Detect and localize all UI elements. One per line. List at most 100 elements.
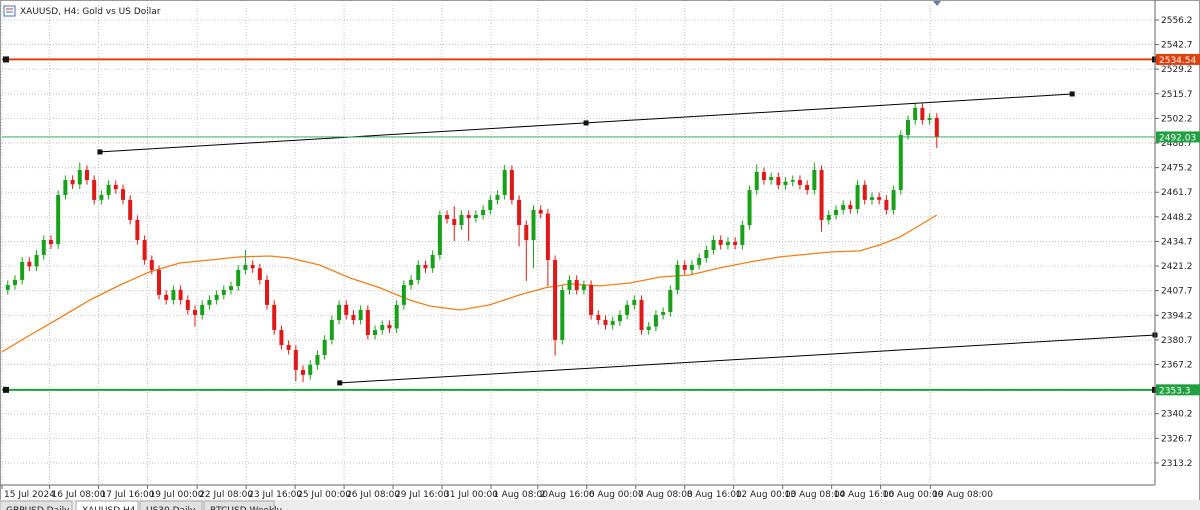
- chart-tab-label[interactable]: GBPUSD,Daily: [6, 506, 70, 510]
- candle-body: [272, 304, 277, 331]
- x-tick-label: 31 Jul 00:00: [444, 490, 498, 500]
- candle-body: [236, 269, 241, 287]
- candle-body: [164, 294, 169, 300]
- chart-tab-background[interactable]: [139, 500, 203, 510]
- x-tick-label: 25 Jul 00:00: [297, 490, 351, 500]
- candle-body: [790, 180, 795, 182]
- candle-body: [373, 330, 378, 335]
- y-tick-label: 2421.2: [1161, 262, 1193, 272]
- chart-tab[interactable]: XAUUSD,H4: [75, 500, 139, 510]
- candle-body: [322, 339, 327, 356]
- candle-body: [812, 169, 817, 191]
- y-tick-label: 2542.7: [1161, 41, 1193, 51]
- y-tick-label: 2515.7: [1161, 90, 1193, 100]
- candle-body: [754, 171, 759, 191]
- candle-body: [416, 264, 421, 280]
- x-tick-label: 12 Aug 00:00: [736, 490, 797, 500]
- candle-body: [344, 304, 349, 315]
- x-tick-label: 16 Jul 08:00: [52, 490, 106, 500]
- candle-body: [77, 169, 82, 185]
- candle-body: [301, 369, 306, 375]
- candle-body: [459, 215, 464, 226]
- candle-body: [430, 254, 435, 269]
- y-tick-label: 2448.2: [1161, 213, 1193, 223]
- candle-body: [617, 314, 622, 322]
- chart-tab-background[interactable]: [0, 500, 73, 510]
- candle-body: [625, 304, 630, 315]
- candle-body: [401, 285, 406, 305]
- candle-body: [351, 314, 356, 321]
- candle-body: [833, 209, 838, 216]
- candle-body: [20, 261, 25, 280]
- x-tick-label: 23 Jul 16:00: [248, 490, 302, 500]
- candle-body: [675, 264, 680, 290]
- x-tick-label: 19 Aug 08:00: [932, 490, 993, 500]
- candle-body: [668, 289, 673, 312]
- candle-body: [229, 286, 234, 290]
- candle-body: [761, 171, 766, 181]
- x-tick-label: 22 Jul 08:00: [199, 490, 253, 500]
- candle-body: [639, 299, 644, 331]
- candle-body: [920, 108, 925, 121]
- candle-body: [214, 294, 219, 300]
- candle-body: [524, 225, 529, 240]
- candle-body: [358, 309, 363, 321]
- chart-tab[interactable]: GBPUSD,Daily: [0, 500, 73, 510]
- candle-body: [697, 258, 702, 265]
- chart-tab-background[interactable]: [75, 500, 139, 510]
- candle-body: [423, 264, 428, 269]
- candle-body: [538, 209, 543, 214]
- candle-body: [603, 320, 608, 325]
- candle-body: [488, 199, 493, 210]
- candle-body: [142, 239, 147, 261]
- y-tick-label: 2502.2: [1161, 114, 1193, 124]
- y-tick-label: 2340.2: [1161, 410, 1193, 420]
- candle-body: [48, 239, 53, 245]
- chart-tab-background[interactable]: [203, 500, 275, 510]
- candle-body: [574, 279, 579, 290]
- candle-body: [862, 184, 867, 200]
- candle-body: [452, 219, 457, 226]
- candle-body: [884, 199, 889, 210]
- y-tick-label: 2367.2: [1161, 360, 1193, 370]
- candle-body: [711, 239, 716, 251]
- candle-body: [531, 209, 536, 240]
- y-tick-label: 2407.7: [1161, 287, 1193, 297]
- candle-body: [308, 364, 313, 375]
- price-label-box: [1156, 131, 1200, 143]
- price-label-box: [1156, 384, 1200, 396]
- chart-tab[interactable]: BTCUSD,Weekly: [203, 500, 283, 510]
- candle-body: [293, 349, 298, 370]
- chart-icon: [3, 5, 16, 17]
- price-label: 2353.3: [1159, 386, 1191, 396]
- candle-body: [481, 209, 486, 216]
- candle-body: [797, 180, 802, 185]
- trendline-anchor: [1069, 91, 1075, 97]
- candle-body: [826, 215, 831, 220]
- chart-tab[interactable]: US30,Daily: [139, 500, 203, 510]
- candle-body: [841, 204, 846, 210]
- candle-body: [848, 204, 853, 209]
- candle-body: [34, 254, 39, 267]
- candle-body: [120, 189, 125, 200]
- y-tick-label: 2475.2: [1161, 164, 1193, 174]
- candle-body: [869, 197, 874, 200]
- chart-tab-label[interactable]: XAUUSD,H4: [82, 506, 136, 510]
- candle-body: [725, 241, 730, 245]
- candle-body: [56, 194, 61, 245]
- candle-body: [171, 289, 176, 300]
- level-anchor: [3, 386, 9, 393]
- chart-tab-label[interactable]: BTCUSD,Weekly: [210, 506, 283, 510]
- candle-body: [445, 215, 450, 220]
- candle-body: [70, 180, 75, 185]
- chart-tab-label[interactable]: US30,Daily: [146, 506, 196, 510]
- x-tick-label: 7 Aug 08:00: [638, 490, 693, 500]
- candle-body: [113, 184, 118, 190]
- candle-body: [92, 180, 97, 200]
- candle-body: [682, 264, 687, 270]
- candle-body: [243, 264, 248, 270]
- candle-body: [509, 169, 514, 200]
- y-tick-label: 2380.7: [1161, 336, 1193, 346]
